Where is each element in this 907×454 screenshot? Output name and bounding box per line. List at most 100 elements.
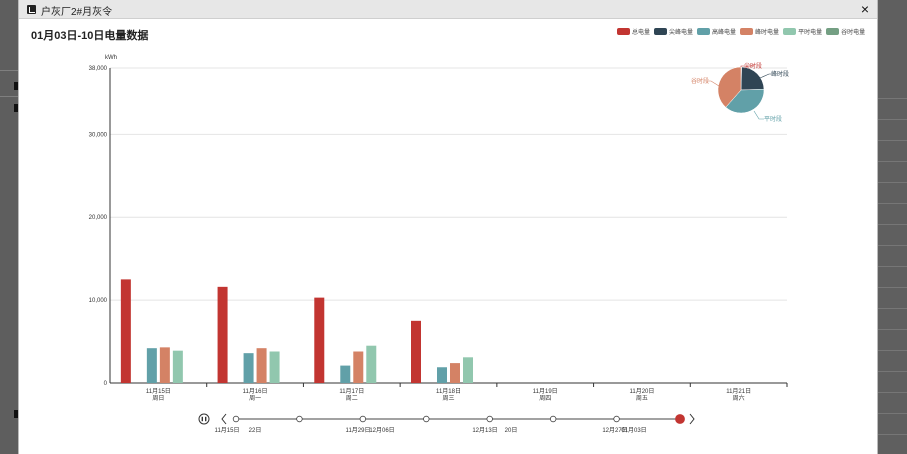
x-tick-weekday: 周日: [152, 395, 164, 402]
bar: [256, 348, 267, 383]
chart-legend: 总电量 尖峰电量 高峰电量 峰时电量 平时电量 谷时电量: [617, 27, 869, 39]
bar: [146, 348, 157, 383]
bar: [463, 357, 473, 383]
bar: [411, 320, 421, 383]
x-tick-weekday: 周六: [733, 394, 745, 402]
timeline-label: 12月27日: [602, 427, 627, 434]
legend-swatch: [617, 28, 630, 35]
play-pause-button[interactable]: [198, 413, 210, 425]
chart-dialog: 户灰厂2#月灰令 × 01月03日-10日电量数据 总电量 尖峰电量 高峰电量 峰时电…: [18, 0, 878, 454]
legend-item[interactable]: 总电量: [617, 27, 650, 36]
timeline-label: 01月03日: [621, 427, 646, 434]
pie-label: 峰时段: [771, 70, 789, 78]
background-row-line: [878, 434, 907, 435]
background-marker: [14, 410, 19, 418]
background-row-line: [878, 203, 907, 204]
bar: [450, 363, 460, 383]
timeline-label: 20日: [505, 427, 518, 434]
legend-item[interactable]: 峰时电量: [740, 27, 779, 36]
pause-icon-bar: [201, 416, 203, 422]
timeline-point[interactable]: [675, 414, 685, 424]
background-row-line: [878, 140, 907, 141]
legend-item[interactable]: 谷时电量: [826, 27, 865, 36]
timeline-label: 12月06日: [369, 427, 394, 434]
x-tick-weekday: 周五: [636, 395, 648, 402]
y-tick-label: 20,000: [89, 215, 108, 221]
timeline-point[interactable]: [549, 415, 557, 423]
pie-slice: [740, 66, 765, 91]
legend-swatch: [783, 28, 797, 35]
x-tick-label: 11月18日: [436, 388, 461, 395]
timeline-point[interactable]: [613, 415, 620, 423]
legend-label: 总电量: [632, 30, 651, 36]
background-row-line: [878, 245, 907, 246]
y-axis-unit: kWh: [105, 55, 117, 61]
pause-icon-bar: [205, 416, 207, 422]
timeline-prev-button[interactable]: [221, 413, 227, 425]
pie-label: 平时段: [764, 115, 782, 123]
pie-label: 尖时段: [744, 62, 762, 70]
background-divider: [0, 96, 18, 97]
legend-label: 峰时电量: [755, 30, 780, 36]
y-tick-label: 0: [104, 381, 108, 387]
timeline-point[interactable]: [486, 415, 493, 423]
chart-canvas: kWh38,00030,00020,00010,000011月15日周日11月1…: [89, 55, 789, 434]
timeline-point[interactable]: [359, 415, 367, 423]
background-marker: [14, 82, 19, 90]
legend-label: 尖峰电量: [669, 30, 694, 36]
background-left-panel: [0, 0, 19, 454]
legend-swatch: [740, 28, 754, 35]
x-tick-label: 11月21日: [726, 388, 751, 395]
pie-leader-line: [740, 65, 753, 67]
background-row-line: [878, 308, 907, 309]
dialog-header: 户灰厂2#月灰令 ×: [19, 0, 877, 19]
timeline-point[interactable]: [232, 415, 240, 423]
x-tick-weekday: 周二: [346, 395, 358, 402]
bar: [172, 350, 183, 383]
bar: [217, 286, 228, 383]
background-row-line: [878, 413, 907, 414]
background-marker: [14, 104, 19, 112]
window-icon: [27, 5, 36, 14]
x-tick-label: 11月20日: [629, 388, 654, 395]
background-row-line: [878, 224, 907, 225]
timeline-next-button[interactable]: [689, 413, 695, 425]
pie-leader-line: [759, 73, 771, 79]
legend-item[interactable]: 尖峰电量: [654, 27, 693, 36]
pie-leader-line: [707, 80, 720, 87]
legend-item[interactable]: 高峰电量: [697, 27, 736, 36]
background-row-line: [878, 98, 907, 99]
background-row-line: [878, 119, 907, 120]
timeline-point[interactable]: [423, 415, 430, 423]
legend-swatch: [697, 28, 711, 35]
y-tick-label: 10,000: [89, 298, 108, 304]
bar: [366, 345, 377, 383]
legend-label: 高峰电量: [712, 30, 737, 36]
background-row-line: [878, 182, 907, 183]
chart-title: 01月03日-10日电量数据: [31, 30, 149, 42]
background-row-line: [878, 329, 907, 330]
pie-leader-line: [753, 110, 764, 120]
bar: [120, 279, 131, 383]
close-button[interactable]: ×: [860, 1, 870, 17]
pie-slice: [725, 89, 765, 114]
background-row-line: [878, 161, 907, 162]
background-divider: [0, 70, 18, 71]
dialog-title: 户灰厂2#月灰令: [41, 7, 113, 18]
background-right-panel: [878, 0, 907, 454]
bar: [269, 351, 280, 383]
timeline-label: 22日: [249, 427, 262, 434]
timeline-point[interactable]: [296, 415, 303, 423]
legend-item[interactable]: 平时电量: [783, 27, 822, 36]
background-row-line: [878, 287, 907, 288]
pie-slice: [717, 66, 742, 108]
pie-label: 谷时段: [691, 77, 709, 85]
bar: [243, 353, 254, 383]
timeline-label: 11月15日: [215, 427, 240, 434]
background-row-line: [878, 392, 907, 393]
legend-swatch: [654, 28, 668, 35]
x-tick-label: 11月17日: [339, 388, 364, 395]
x-tick-weekday: 周四: [539, 395, 551, 402]
legend-label: 谷时电量: [841, 30, 866, 36]
x-tick-label: 11月19日: [533, 388, 558, 395]
